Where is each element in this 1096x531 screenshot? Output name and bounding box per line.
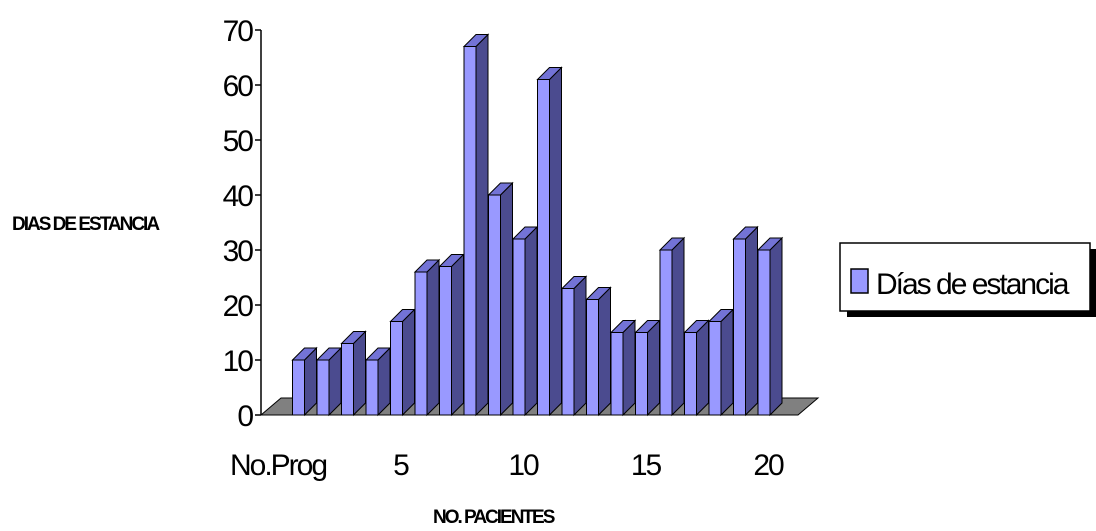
bar-side [426, 258, 440, 417]
x-tick-label: No.Prog [230, 449, 326, 482]
bar [413, 258, 441, 417]
legend-label: Días de estancia [876, 268, 1070, 301]
bar-front [365, 359, 379, 416]
bar [536, 66, 563, 417]
bar [560, 275, 588, 417]
bar-side [524, 225, 538, 417]
bar [487, 181, 514, 417]
x-tick-labels: No.Prog 5 10 15 20 [230, 449, 786, 482]
y-tick-label: 0 [237, 400, 253, 433]
bar [291, 346, 318, 417]
bar-front [341, 343, 354, 416]
bar [585, 286, 612, 417]
bar [658, 236, 686, 417]
bar-front [684, 332, 697, 416]
bar-front [292, 359, 305, 416]
bar-side [745, 225, 758, 417]
bar [364, 346, 392, 417]
bars [291, 33, 784, 417]
bar [683, 319, 710, 417]
bar-side [402, 308, 415, 417]
bar-front [537, 79, 550, 416]
bar-front [561, 288, 575, 416]
y-tick-labels: 0 10 20 30 40 50 60 70 [223, 15, 256, 433]
bar-front [659, 249, 673, 416]
bar-front [316, 359, 330, 416]
x-axis-title: NO. PACIENTES [433, 507, 555, 528]
bar [389, 308, 416, 417]
bar-side [353, 330, 366, 417]
x-tick-label: 5 [393, 449, 409, 482]
bar-side [696, 319, 709, 417]
bar-side [720, 308, 734, 417]
bar-front [463, 46, 477, 416]
bar [315, 346, 343, 417]
bar [609, 319, 637, 417]
chart-axes [255, 29, 262, 416]
bar-front [414, 271, 428, 416]
bar-side [622, 319, 636, 417]
bar-front [757, 249, 771, 416]
x-tick-label: 10 [508, 449, 539, 482]
legend: Días de estancia [839, 242, 1096, 317]
bar-front [635, 332, 648, 416]
bar-side [647, 319, 660, 417]
y-axis-title: DIAS DE ESTANCIA [12, 214, 160, 235]
bar-front [586, 299, 599, 416]
x-tick-label: 15 [631, 449, 662, 482]
bar-side [573, 275, 587, 417]
bar-side [500, 181, 513, 417]
legend-box [839, 242, 1091, 312]
bar-side [475, 33, 489, 417]
bar [438, 253, 465, 417]
bar [462, 33, 490, 417]
bar [340, 330, 367, 417]
y-tick-label: 40 [223, 180, 254, 213]
bar-front [708, 321, 722, 416]
bar-front [610, 332, 624, 416]
bar-side [598, 286, 611, 417]
y-tick-label: 10 [223, 345, 254, 378]
bar [732, 225, 759, 417]
y-tick-label: 50 [223, 125, 254, 158]
y-tick-label: 30 [223, 235, 254, 268]
bar [634, 319, 661, 417]
bar [756, 236, 784, 417]
bar-front [512, 238, 526, 416]
bar-front [439, 266, 452, 416]
bar [707, 308, 735, 417]
legend-swatch [850, 268, 869, 294]
bar [511, 225, 539, 417]
bar-front [733, 238, 746, 416]
x-tick-label: 20 [753, 449, 784, 482]
bar-front [390, 321, 403, 416]
bar-side [769, 236, 783, 417]
bar-side [549, 66, 562, 417]
bar-side [451, 253, 464, 417]
bar-front [488, 194, 501, 416]
y-tick-label: 70 [223, 15, 254, 48]
y-tick-label: 20 [223, 290, 254, 323]
y-tick-label: 60 [223, 70, 254, 103]
bar-side [671, 236, 685, 417]
